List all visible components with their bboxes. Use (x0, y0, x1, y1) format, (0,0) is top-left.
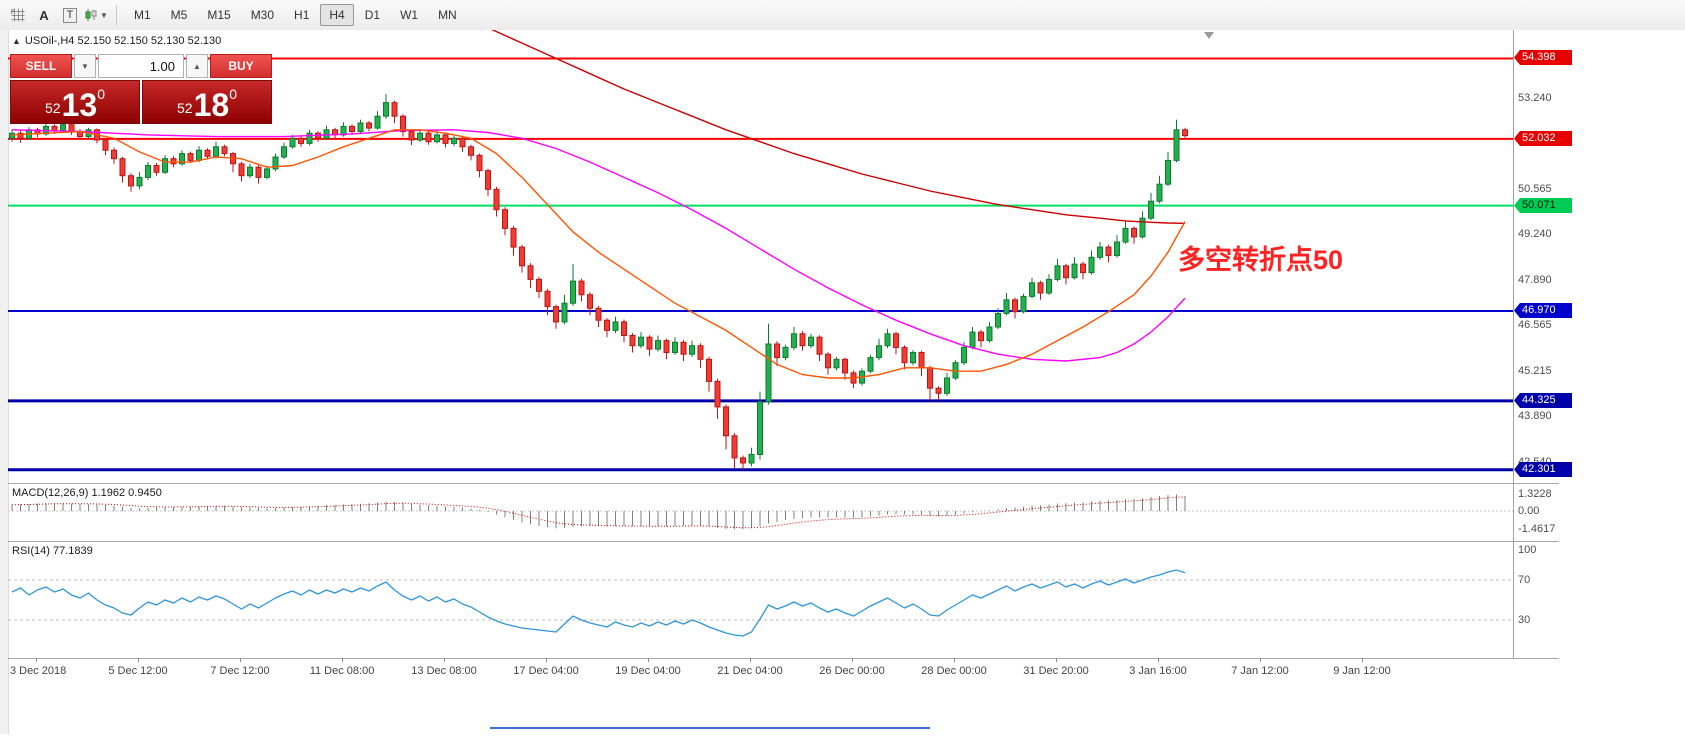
bottom-window-edge (490, 727, 930, 736)
time-tick (138, 658, 139, 662)
rsi-tick-label: 30 (1518, 614, 1531, 626)
rsi-pane[interactable]: RSI(14) 77.1839 (8, 542, 1513, 658)
time-axis-label: 31 Dec 20:00 (1023, 665, 1089, 677)
caret-down-icon: ▼ (81, 61, 89, 71)
time-tick (546, 658, 547, 662)
time-axis-label: 17 Dec 04:00 (513, 665, 579, 677)
buy-price-display[interactable]: 52 18 0 (142, 80, 272, 124)
time-axis-label: 9 Jan 12:00 (1333, 665, 1391, 677)
time-tick (36, 658, 37, 662)
price-line-badge: 42.301 (1514, 462, 1572, 477)
price-line-badge: 44.325 (1514, 393, 1572, 408)
price-tick-label: 53.240 (1518, 92, 1552, 104)
price-tick-label: 47.890 (1518, 274, 1552, 286)
volume-increase-button[interactable]: ▲ (186, 54, 208, 78)
time-tick (342, 658, 343, 662)
time-axis-label: 11 Dec 08:00 (309, 665, 375, 677)
one-click-toggle-icon[interactable]: ▲ (12, 36, 21, 46)
buy-button[interactable]: BUY (210, 54, 272, 78)
timeframe-button-mn[interactable]: MN (438, 8, 457, 22)
main-toolbar: F A T ▼ M1 M5 M15 M30 H1 H4 D1 W1 MN (0, 0, 1685, 31)
caret-up-icon: ▲ (193, 61, 201, 71)
time-tick (240, 658, 241, 662)
time-axis-label: 19 Dec 04:00 (615, 665, 681, 677)
price-tick-label: 45.215 (1518, 365, 1552, 377)
time-axis-label: 3 Dec 2018 (10, 665, 67, 677)
rsi-tick-label: 100 (1518, 544, 1537, 556)
volume-decrease-button[interactable]: ▼ (74, 54, 96, 78)
time-tick (1158, 658, 1159, 662)
time-axis-label: 21 Dec 04:00 (717, 665, 783, 677)
price-line-badge: 50.071 (1514, 198, 1572, 213)
svg-text:F: F (11, 10, 15, 16)
rsi-label: RSI(14) 77.1839 (12, 545, 93, 557)
time-tick (1362, 658, 1363, 662)
timeframe-group: M1 M5 M15 M30 H1 H4 D1 W1 MN (124, 4, 467, 26)
time-tick (444, 658, 445, 662)
pane-separator (8, 658, 1559, 659)
price-tick-label: 46.565 (1518, 319, 1552, 331)
price-line-badge: 46.970 (1514, 303, 1572, 318)
timeframe-button-m30[interactable]: M30 (250, 8, 275, 22)
timeframe-button-m5[interactable]: M5 (170, 8, 188, 22)
ohlc-status-line: ▲ USOil-,H4 52.150 52.150 52.130 52.130 (12, 35, 221, 47)
time-axis-label: 5 Dec 12:00 (108, 665, 168, 677)
price-tick-label: 49.240 (1518, 228, 1552, 240)
one-click-trading-panel: SELL ▼ 1.00 ▲ BUY 52 13 0 52 18 0 (10, 54, 272, 124)
macd-tick-label: 1.3228 (1518, 488, 1552, 500)
rsi-tick-label: 70 (1518, 574, 1531, 586)
time-axis-label: 13 Dec 08:00 (411, 665, 477, 677)
objects-dropdown-button[interactable]: ▼ (84, 4, 108, 26)
timeframe-button-h1[interactable]: H1 (294, 8, 310, 22)
price-tick-label: 43.890 (1518, 410, 1552, 422)
price-tick-label: 50.565 (1518, 183, 1552, 195)
timeframe-button-h4[interactable]: H4 (320, 4, 354, 26)
text-annotation[interactable]: 多空转折点50 (1178, 245, 1344, 275)
text-tool-button[interactable]: A (39, 7, 49, 23)
macd-label: MACD(12,26,9) 1.1962 0.9450 (12, 487, 162, 499)
pane-separator[interactable] (8, 541, 1559, 542)
candlestick-chart[interactable] (8, 30, 1513, 483)
timeframe-button-d1[interactable]: D1 (364, 8, 381, 22)
time-axis[interactable]: 3 Dec 2018 5 Dec 12:00 7 Dec 12:00 11 Dec 0… (8, 658, 1513, 684)
time-axis-label: 3 Jan 16:00 (1129, 665, 1187, 677)
timeframe-button-m15[interactable]: M15 (207, 8, 231, 22)
time-axis-label: 28 Dec 00:00 (921, 665, 987, 677)
toolbar-separator (116, 5, 117, 25)
grid-icon[interactable]: F (6, 4, 30, 26)
time-tick (1056, 658, 1057, 662)
price-line-badge: 54.398 (1514, 50, 1572, 65)
time-axis-label: 7 Jan 12:00 (1231, 665, 1289, 677)
timeframe-button-m1[interactable]: M1 (134, 8, 151, 22)
macd-tick-label: 0.00 (1518, 505, 1540, 517)
symbol-ohlc-label: USOil-,H4 52.150 52.150 52.130 52.130 (24, 35, 222, 47)
price-line-badge: 52.032 (1514, 131, 1572, 146)
text-label-tool-button[interactable]: T (58, 4, 82, 26)
candlestick-icon (85, 9, 97, 21)
price-axis[interactable]: 54.50053.24050.56549.24047.89046.56545.2… (1514, 30, 1572, 682)
pane-separator[interactable] (8, 483, 1559, 484)
macd-pane[interactable]: MACD(12,26,9) 1.1962 0.9450 (8, 484, 1513, 541)
time-tick (1260, 658, 1261, 662)
sell-price-display[interactable]: 52 13 0 (10, 80, 140, 124)
macd-tick-label: -1.4617 (1518, 523, 1556, 535)
chevron-down-icon: ▼ (100, 10, 108, 20)
chart-window: ▲ USOil-,H4 52.150 52.150 52.130 52.130 … (0, 30, 1685, 736)
time-tick (750, 658, 751, 662)
time-tick (648, 658, 649, 662)
price-axis-border (1513, 30, 1514, 658)
time-tick (954, 658, 955, 662)
sell-button[interactable]: SELL (10, 54, 72, 78)
window-left-edge (0, 30, 9, 734)
time-axis-label: 26 Dec 00:00 (819, 665, 885, 677)
timeframe-button-w1[interactable]: W1 (400, 8, 419, 22)
price-chart-area[interactable]: ▲ USOil-,H4 52.150 52.150 52.130 52.130 … (8, 30, 1513, 483)
time-axis-label: 7 Dec 12:00 (210, 665, 270, 677)
volume-input[interactable]: 1.00 (98, 54, 184, 78)
macd-indicator (8, 494, 1513, 530)
rsi-indicator (8, 569, 1513, 637)
chart-shift-marker-icon (1204, 32, 1214, 39)
time-tick (852, 658, 853, 662)
grid-icon-glyph: F (11, 8, 25, 22)
